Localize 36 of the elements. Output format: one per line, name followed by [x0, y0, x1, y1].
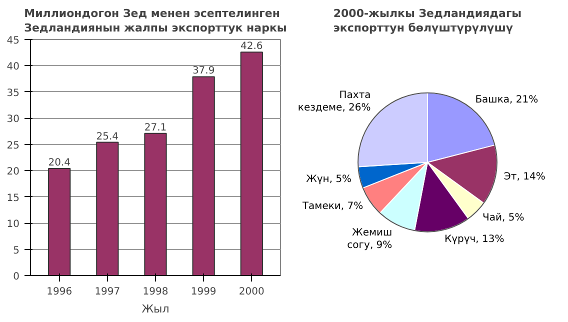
slice-label: Башка, 21%	[475, 94, 538, 106]
x-tick-label: 2000	[238, 286, 264, 298]
slice-label: Пахта кездеме, 26%	[298, 90, 371, 114]
y-tick-label: 45	[6, 36, 20, 46]
x-tick-label: 1998	[142, 286, 168, 298]
slice-label: Жемиш согу, 9%	[347, 227, 392, 251]
data-label: 27.1	[144, 122, 167, 134]
bar	[48, 168, 71, 276]
data-label: 25.4	[96, 131, 119, 142]
y-tick-label: 25	[6, 140, 20, 152]
y-tick-label: 15	[6, 192, 20, 204]
slice-label: Жүн, 5%	[306, 174, 352, 186]
data-label: 20.4	[48, 158, 70, 169]
slice-label: Күрүч, 13%	[444, 234, 504, 245]
x-axis-title: Жыл	[142, 302, 170, 316]
y-tick-label: 35	[6, 88, 20, 99]
chart-title: Миллиондогон Зед менен эсептелинген Зедландиянын жалпы экспорттук наркы	[24, 7, 287, 34]
y-tick-label: 30	[6, 114, 20, 126]
slice-label: Эт, 14%	[504, 172, 546, 183]
bar	[144, 132, 167, 276]
bar	[240, 52, 263, 276]
chart-title: 2000-жылкы Зедландиядагы экспорттун бөлүштүрүлүшү	[333, 7, 522, 34]
x-tick-label: 1996	[46, 286, 72, 298]
bar	[192, 76, 215, 276]
y-tick-label: 0	[13, 272, 20, 282]
y-tick-label: 10	[6, 219, 20, 230]
y-tick-label: 40	[6, 62, 20, 73]
data-label: 42.6	[240, 41, 263, 52]
y-tick-label: 20	[6, 166, 20, 178]
slice-label: Чай, 5%	[482, 212, 524, 224]
bar	[96, 142, 119, 276]
x-tick-label: 1999	[190, 286, 216, 298]
data-label: 37.9	[192, 66, 215, 77]
x-tick-label: 1997	[94, 286, 120, 298]
y-tick-label: 5	[13, 245, 20, 256]
slice-label: Тамеки, 7%	[301, 201, 364, 212]
